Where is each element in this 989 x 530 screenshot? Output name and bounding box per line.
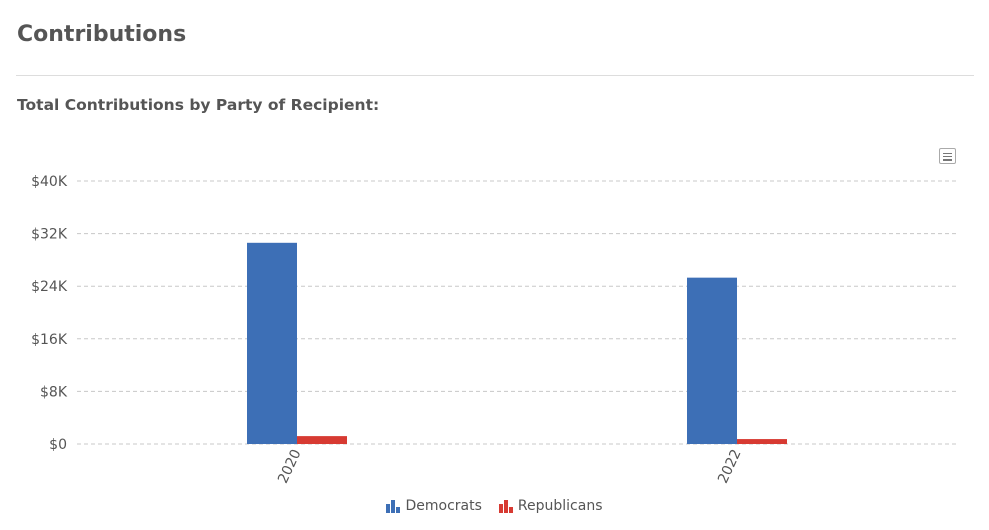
- y-tick-label: $24K: [31, 279, 68, 295]
- divider: [16, 75, 974, 76]
- y-tick-label: $8K: [40, 384, 68, 400]
- legend-item-democrats[interactable]: Democrats: [386, 498, 482, 514]
- chart-legend: Democrats Republicans: [0, 498, 989, 514]
- x-tick-label: 2022: [715, 447, 745, 486]
- bar-democrats-2022: [687, 277, 737, 444]
- chart-menu-button[interactable]: [939, 148, 956, 164]
- bar-chart-icon: [498, 499, 513, 513]
- y-tick-label: $32K: [31, 227, 68, 243]
- legend-label: Democrats: [405, 498, 482, 514]
- legend-label: Republicans: [517, 498, 603, 514]
- page-title: Contributions: [17, 22, 187, 47]
- hamburger-menu-icon-line: [943, 159, 952, 161]
- y-tick-label: $0: [49, 437, 67, 453]
- y-tick-label: $16K: [31, 332, 68, 348]
- legend-item-republicans[interactable]: Republicans: [498, 498, 603, 514]
- hamburger-menu-icon-line: [943, 155, 952, 158]
- bar-republicans-2022: [737, 439, 787, 444]
- x-tick-label: 2020: [275, 447, 305, 486]
- bar-chart-icon: [386, 499, 401, 513]
- hamburger-menu-icon: [943, 152, 952, 154]
- bar-democrats-2020: [247, 242, 297, 444]
- bar-republicans-2020: [297, 436, 347, 444]
- y-tick-label: $40K: [31, 174, 68, 190]
- chart-heading: Total Contributions by Party of Recipien…: [17, 96, 380, 114]
